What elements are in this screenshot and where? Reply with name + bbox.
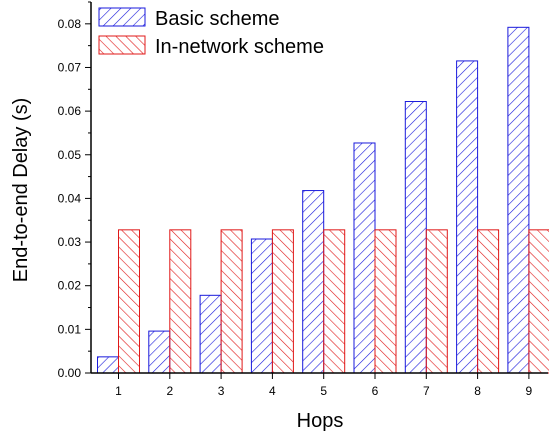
x-tick-label: 1 [115,384,122,398]
bar-basic-6 [353,142,376,374]
bar-innetwork-9 [528,229,549,374]
y-tick-label: 0.03 [58,235,82,249]
axis-layer: 0.00 0.01 0.02 0.03 0.04 0.05 0.06 0.07 0.08 1 2 3 4… [58,1,548,398]
bar-innetwork-1 [118,229,140,374]
x-tick-label: 5 [320,384,327,398]
y-tick-label: 0.01 [58,322,82,336]
y-tick-label: 0.04 [58,191,82,205]
legend-swatch-basic [98,7,146,27]
bars-layer [97,26,549,374]
bar-innetwork-7 [425,229,448,374]
x-tick-label: 4 [269,384,276,398]
x-tick-label: 3 [218,384,225,398]
x-tick-label: 2 [166,384,173,398]
y-tick-label: 0.05 [58,148,82,162]
y-tick-label: 0.00 [58,366,82,380]
legend-label-basic: Basic scheme [155,8,280,30]
bar-basic-2 [148,330,171,374]
bar-basic-9 [507,26,530,374]
y-tick-label: 0.08 [58,17,82,31]
bar-basic-4 [250,238,273,374]
legend-label-innetwork: In-network scheme [155,36,324,58]
y-axis-title: End-to-end Delay (s) [10,98,32,283]
bar-basic-1 [97,356,119,374]
bar-basic-5 [302,190,325,374]
y-tick-label: 0.07 [58,60,82,74]
bar-innetwork-8 [477,229,500,374]
bar-innetwork-5 [323,229,346,374]
x-tick-label: 8 [474,384,481,398]
legend: Basic scheme In-network scheme [98,7,324,58]
y-tick-label: 0.06 [58,104,82,118]
x-tick-label: 7 [423,384,430,398]
bar-innetwork-4 [271,229,294,374]
y-tick-label: 0.02 [58,279,82,293]
x-tick-label: 9 [526,384,533,398]
bar-basic-3 [199,294,222,374]
bar-basic-8 [456,60,479,374]
x-tick-label: 6 [372,384,379,398]
bar-innetwork-6 [374,229,397,374]
bar-basic-7 [404,101,427,374]
x-axis-title: Hops [297,410,344,432]
bar-innetwork-2 [169,229,192,374]
legend-swatch-innetwork [98,35,146,55]
bar-innetwork-3 [220,229,243,374]
